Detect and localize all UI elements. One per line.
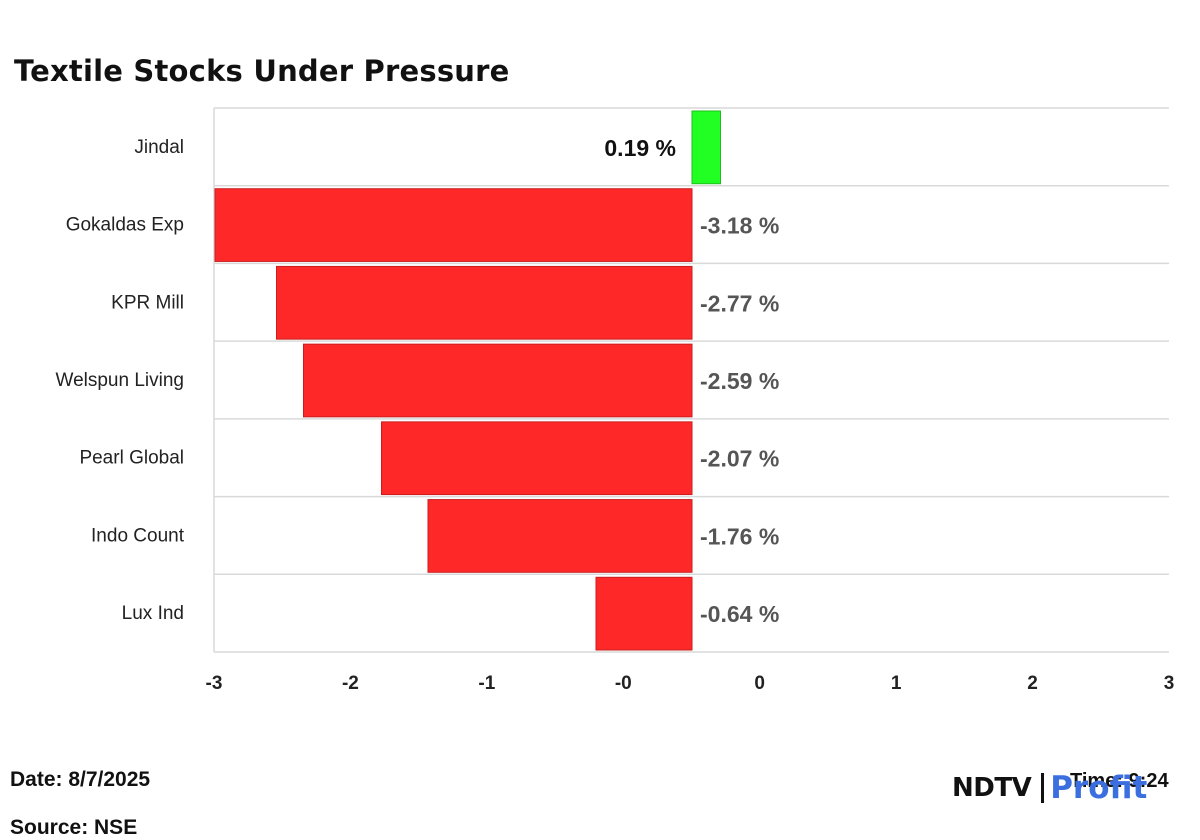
category-label: Gokaldas Exp xyxy=(66,215,184,236)
x-tick-label: 1 xyxy=(891,673,902,694)
bar xyxy=(381,421,693,496)
chart-title: Textile Stocks Under Pressure xyxy=(14,54,510,88)
x-tick-label: 2 xyxy=(1027,673,1038,694)
x-tick-label: -2 xyxy=(342,673,359,694)
data-label: -2.07 % xyxy=(700,446,779,472)
category-label: KPR Mill xyxy=(111,292,184,313)
bar-chart: 0.19 % Jindal -3.18 % Gokaldas Exp -2.77 % KP… xyxy=(55,107,1175,694)
data-label: -2.59 % xyxy=(700,368,779,394)
bar xyxy=(595,576,693,651)
x-tick-label: -1 xyxy=(478,673,495,694)
data-label: -0.64 % xyxy=(700,601,779,627)
x-tick-label: -3 xyxy=(206,673,223,694)
category-label: Jindal xyxy=(134,137,184,158)
footer-date: Date: 8/7/2025 xyxy=(10,768,151,791)
category-label: Pearl Global xyxy=(79,448,184,469)
data-label: -3.18 % xyxy=(700,213,779,239)
data-label: -1.76 % xyxy=(700,523,779,549)
data-label: -2.77 % xyxy=(700,290,779,316)
ndtv-profit-logo: NDTV Profit xyxy=(952,768,1147,808)
logo-product: Profit xyxy=(1050,770,1148,806)
bar xyxy=(276,265,693,340)
x-tick-label: 3 xyxy=(1164,673,1175,694)
bar xyxy=(303,343,693,418)
x-tick-label: -0 xyxy=(615,673,632,694)
bar xyxy=(691,110,721,185)
footer-time: Time: 9:24 xyxy=(1070,770,1169,792)
bar xyxy=(427,499,693,573)
footer-source: Source: NSE xyxy=(10,816,138,839)
logo-divider xyxy=(1041,773,1045,803)
bar xyxy=(214,188,693,262)
data-label: 0.19 % xyxy=(604,135,676,161)
logo-brand: NDTV xyxy=(952,773,1032,803)
category-label: Indo Count xyxy=(91,525,185,546)
category-label: Lux Ind xyxy=(122,603,184,624)
x-tick-label: 0 xyxy=(754,673,765,694)
category-label: Welspun Living xyxy=(55,370,184,391)
